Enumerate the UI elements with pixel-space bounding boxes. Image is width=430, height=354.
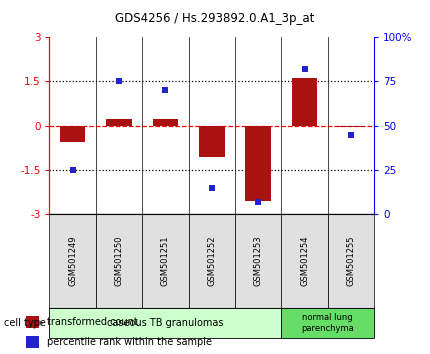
Bar xyxy=(49,214,96,308)
Point xyxy=(301,66,308,72)
Bar xyxy=(199,126,224,156)
Bar xyxy=(106,119,132,126)
Point xyxy=(162,87,169,93)
Text: GSM501252: GSM501252 xyxy=(207,236,216,286)
Text: caseous TB granulomas: caseous TB granulomas xyxy=(107,318,224,328)
Bar xyxy=(328,214,374,308)
Bar xyxy=(153,119,178,126)
Bar xyxy=(281,308,374,338)
Text: GSM501255: GSM501255 xyxy=(347,236,356,286)
Text: GSM501251: GSM501251 xyxy=(161,236,170,286)
Point xyxy=(116,79,123,84)
Bar xyxy=(292,79,317,126)
Text: normal lung
parenchyma: normal lung parenchyma xyxy=(301,313,354,333)
Point xyxy=(209,185,215,190)
Point xyxy=(347,132,354,137)
Text: transformed count: transformed count xyxy=(47,317,138,327)
Bar xyxy=(281,214,328,308)
Text: percentile rank within the sample: percentile rank within the sample xyxy=(47,337,212,347)
Bar xyxy=(246,126,271,201)
Bar xyxy=(26,336,40,348)
Bar xyxy=(189,214,235,308)
Polygon shape xyxy=(34,316,44,329)
Point xyxy=(69,167,76,173)
Bar xyxy=(60,126,86,142)
Bar xyxy=(49,308,281,338)
Bar xyxy=(338,126,364,127)
Text: GDS4256 / Hs.293892.0.A1_3p_at: GDS4256 / Hs.293892.0.A1_3p_at xyxy=(115,12,315,25)
Text: GSM501249: GSM501249 xyxy=(68,236,77,286)
Bar xyxy=(235,214,281,308)
Point xyxy=(255,199,261,205)
Bar xyxy=(142,214,189,308)
Text: cell type: cell type xyxy=(4,318,46,328)
Bar xyxy=(96,214,142,308)
Text: GSM501250: GSM501250 xyxy=(114,236,123,286)
Text: GSM501254: GSM501254 xyxy=(300,236,309,286)
Bar xyxy=(26,316,40,328)
Text: GSM501253: GSM501253 xyxy=(254,236,263,286)
